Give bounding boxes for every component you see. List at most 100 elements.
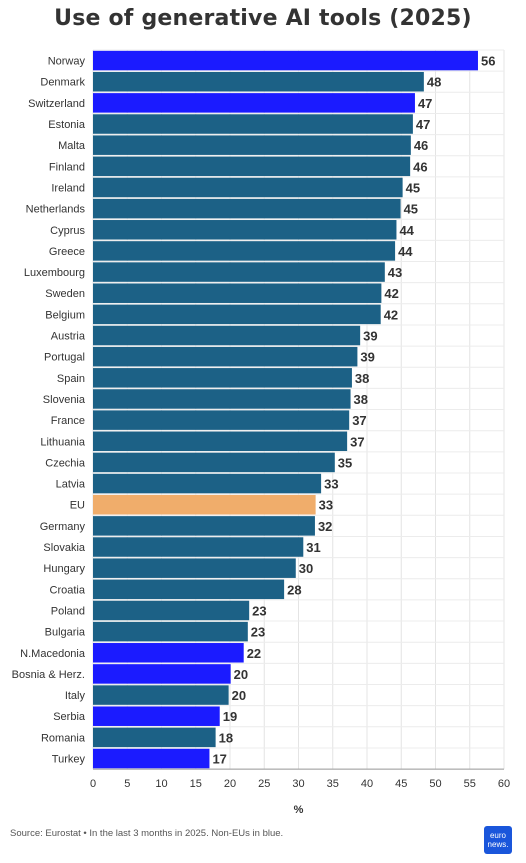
x-tick-label: 15 [190, 778, 202, 790]
value-label: 20 [232, 688, 246, 703]
value-label: 38 [355, 371, 369, 386]
value-label: 39 [360, 350, 374, 365]
x-tick-label: 35 [327, 778, 339, 790]
value-label: 28 [287, 582, 301, 597]
value-label: 37 [350, 434, 364, 449]
category-label: Bulgaria [45, 627, 86, 639]
value-label: 19 [223, 709, 237, 724]
bar [93, 621, 248, 642]
value-label: 17 [212, 752, 226, 767]
value-label: 22 [247, 646, 261, 661]
bar [93, 685, 229, 705]
category-label: Malta [58, 140, 86, 152]
value-label: 37 [352, 413, 366, 428]
category-label: Norway [48, 56, 86, 68]
value-label: 31 [306, 540, 320, 555]
x-tick-label: 30 [292, 778, 304, 790]
category-label: Ireland [51, 182, 85, 194]
value-label: 23 [252, 603, 266, 618]
bar [93, 706, 220, 726]
bar [93, 220, 397, 240]
x-tick-label: 50 [429, 778, 441, 790]
category-label: Austria [51, 331, 86, 343]
category-label: Serbia [53, 711, 86, 723]
category-label: Croatia [50, 584, 86, 596]
bar [93, 452, 335, 473]
x-axis-label: % [294, 804, 304, 816]
bar [93, 579, 285, 600]
category-label: Switzerland [28, 98, 85, 110]
value-label: 43 [388, 265, 402, 280]
category-label: Portugal [44, 352, 85, 364]
value-label: 32 [318, 519, 332, 534]
bar [93, 71, 424, 92]
value-label: 46 [414, 138, 428, 153]
bar [93, 283, 382, 303]
category-label: Hungary [43, 563, 85, 575]
category-label: Poland [51, 605, 85, 617]
category-label: Lithuania [40, 436, 86, 448]
category-label: Spain [57, 373, 85, 385]
value-label: 23 [251, 625, 265, 640]
category-label: Turkey [52, 754, 86, 766]
source-note: Source: Eurostat • In the last 3 months … [10, 828, 284, 839]
value-label: 33 [319, 498, 333, 513]
category-label: Cyprus [50, 225, 85, 237]
bar [93, 727, 216, 748]
value-label: 44 [398, 244, 413, 259]
bar [93, 304, 381, 325]
x-tick-label: 55 [464, 778, 476, 790]
bar [93, 156, 411, 177]
bar [93, 241, 396, 261]
category-label: Romania [41, 732, 86, 744]
category-label: Czechia [45, 457, 86, 469]
category-label: Luxembourg [24, 267, 85, 279]
logo-line-1: euro [489, 831, 506, 840]
category-label: Netherlands [26, 204, 86, 216]
chart-title: Use of generative AI tools (2025) [54, 6, 472, 31]
category-label: Belgium [45, 309, 85, 321]
category-label: Estonia [48, 119, 86, 131]
category-label: Latvia [56, 479, 86, 491]
category-label: Germany [40, 521, 86, 533]
bar [93, 494, 316, 515]
value-label: 45 [406, 180, 420, 195]
category-label: Greece [49, 246, 85, 258]
x-tick-label: 25 [258, 778, 270, 790]
value-label: 45 [404, 202, 418, 217]
x-tick-label: 20 [224, 778, 236, 790]
value-label: 47 [416, 117, 430, 132]
bar [93, 135, 411, 155]
bar [93, 198, 401, 219]
category-label: France [51, 415, 85, 427]
x-tick-label: 60 [498, 778, 510, 790]
value-label: 56 [481, 54, 495, 69]
value-label: 42 [384, 307, 398, 322]
bar [93, 558, 296, 578]
bar [93, 410, 350, 430]
value-label: 18 [219, 730, 233, 745]
bar [93, 177, 403, 198]
bar-chart: Norway 56 Denmark 48 Switzerland 47 Estonia 47 M… [12, 49, 510, 816]
bar [93, 664, 231, 684]
x-tick-label: 0 [90, 778, 96, 790]
value-label: 44 [399, 223, 414, 238]
value-label: 42 [384, 286, 398, 301]
value-label: 39 [363, 329, 377, 344]
category-label: EU [70, 500, 85, 512]
category-label: Bosnia & Herz. [12, 669, 85, 681]
category-label: Sweden [45, 288, 85, 300]
bar [93, 262, 385, 282]
bar [93, 431, 348, 452]
category-label: N.Macedonia [20, 648, 86, 660]
value-label: 33 [324, 477, 338, 492]
bar [93, 643, 244, 663]
bar [93, 114, 413, 134]
bar [93, 748, 210, 769]
category-label: Italy [65, 690, 86, 702]
bar [93, 389, 351, 409]
bar [93, 537, 304, 557]
logo-line-2: news. [487, 840, 509, 849]
bar [93, 473, 322, 494]
category-label: Denmark [40, 77, 85, 89]
